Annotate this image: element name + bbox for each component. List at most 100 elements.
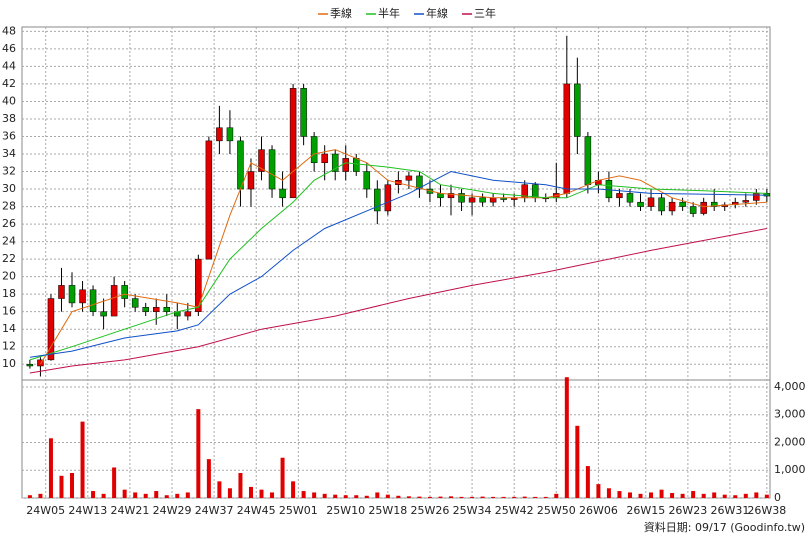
volume-bar (301, 491, 306, 498)
volume-bar (501, 496, 506, 498)
volume-bar (512, 496, 517, 498)
volume-bar (196, 409, 201, 498)
volume-bar (764, 494, 769, 498)
y-tick-label: 18 (2, 287, 16, 300)
x-tick-label: 25W34 (453, 504, 492, 517)
candle-body (247, 171, 255, 190)
ma-line (29, 170, 767, 358)
candle-body (279, 188, 286, 199)
volume-bar (701, 493, 706, 498)
ma-line (39, 149, 767, 365)
volume-bar (606, 488, 611, 498)
volume-bar (122, 489, 127, 498)
y-tick-label: 38 (2, 112, 16, 125)
x-tick-label: 25W26 (411, 504, 450, 517)
volume-bar (754, 492, 759, 498)
candle-body (616, 193, 623, 199)
y-tick-label: 12 (2, 340, 16, 353)
candle-body (405, 175, 413, 181)
candle-body (58, 285, 65, 299)
x-tick-label: 24W05 (26, 504, 65, 517)
x-tick-label: 25W50 (537, 504, 576, 517)
x-tick-label: 26W38 (747, 504, 786, 517)
y-tick-label: 40 (2, 94, 16, 107)
candle-body (26, 363, 34, 367)
volume-bar (543, 496, 548, 498)
volume-bar (533, 496, 538, 498)
volume-bar (343, 495, 348, 498)
volume-bar (280, 457, 285, 498)
x-tick-label: 24W21 (110, 504, 149, 517)
volume-bar (354, 495, 359, 498)
y2-tick-label: 2,000 (774, 435, 806, 448)
x-tick-label: 25W01 (279, 504, 318, 517)
candle-body (342, 158, 349, 172)
candle-body (321, 153, 328, 164)
legend: 季線 半年 年線 三年 (318, 6, 496, 20)
volume-bar (143, 493, 148, 498)
candle-body (110, 285, 118, 317)
y-tick-label: 24 (2, 235, 16, 248)
legend-label: 半年 (378, 6, 400, 20)
volume-bar (48, 438, 53, 498)
candle-body (605, 180, 613, 199)
volume-bar (375, 492, 380, 498)
x-tick-label: 24W13 (68, 504, 107, 517)
volume-bar (70, 473, 75, 498)
volume-bar (638, 493, 643, 498)
volume-bar (238, 473, 243, 498)
volume-bar (627, 492, 632, 498)
volume-bar (291, 481, 296, 498)
volume-bar (596, 484, 601, 498)
ma-line (29, 228, 767, 374)
volume-bar (248, 486, 253, 498)
volume-bar (59, 475, 64, 498)
x-tick-label: 26W15 (626, 504, 665, 517)
volume-bar (459, 496, 464, 498)
candle-body (437, 193, 444, 199)
candle-body (668, 201, 676, 212)
plot-frame (21, 26, 771, 499)
candle-body (237, 140, 244, 190)
candle-body (679, 201, 686, 207)
volume-bar (649, 492, 654, 498)
candle-body (184, 311, 192, 317)
candle-body (163, 307, 171, 312)
volume-bar (175, 493, 180, 498)
candle-body (68, 285, 76, 304)
candle-body (152, 307, 160, 312)
volume-bar (522, 496, 527, 498)
y-tick-label: 32 (2, 165, 16, 178)
candle-body (47, 298, 55, 361)
volume-bar (27, 495, 32, 498)
volume-bar (133, 492, 138, 498)
volume-bar (385, 494, 390, 498)
volume-bar (322, 493, 327, 498)
x-tick-label: 26W23 (668, 504, 707, 517)
candle-body (626, 193, 634, 203)
volume-bar (91, 491, 96, 498)
volume-bar (206, 459, 211, 498)
volume-bar (112, 467, 117, 498)
volume-bar (691, 491, 696, 498)
volume-bar (470, 496, 475, 498)
y2-tick-label: 4,000 (774, 380, 806, 393)
y-tick-label: 44 (2, 59, 16, 72)
candle-body (79, 289, 86, 304)
volume-bar (427, 496, 432, 498)
volume-bar (585, 466, 590, 498)
candle-body (100, 311, 107, 317)
y-tick-label: 34 (2, 147, 16, 160)
y-tick-label: 30 (2, 182, 16, 195)
volume-bar (554, 493, 559, 498)
candle-body (458, 193, 465, 203)
volume-bar (743, 493, 748, 498)
volume-bar (680, 493, 685, 498)
volume-bar (712, 492, 717, 498)
candle-body (584, 136, 592, 185)
candle-body (574, 83, 581, 137)
volume-bar (449, 496, 454, 498)
candle-body (331, 153, 339, 172)
volume-bar (364, 495, 369, 498)
